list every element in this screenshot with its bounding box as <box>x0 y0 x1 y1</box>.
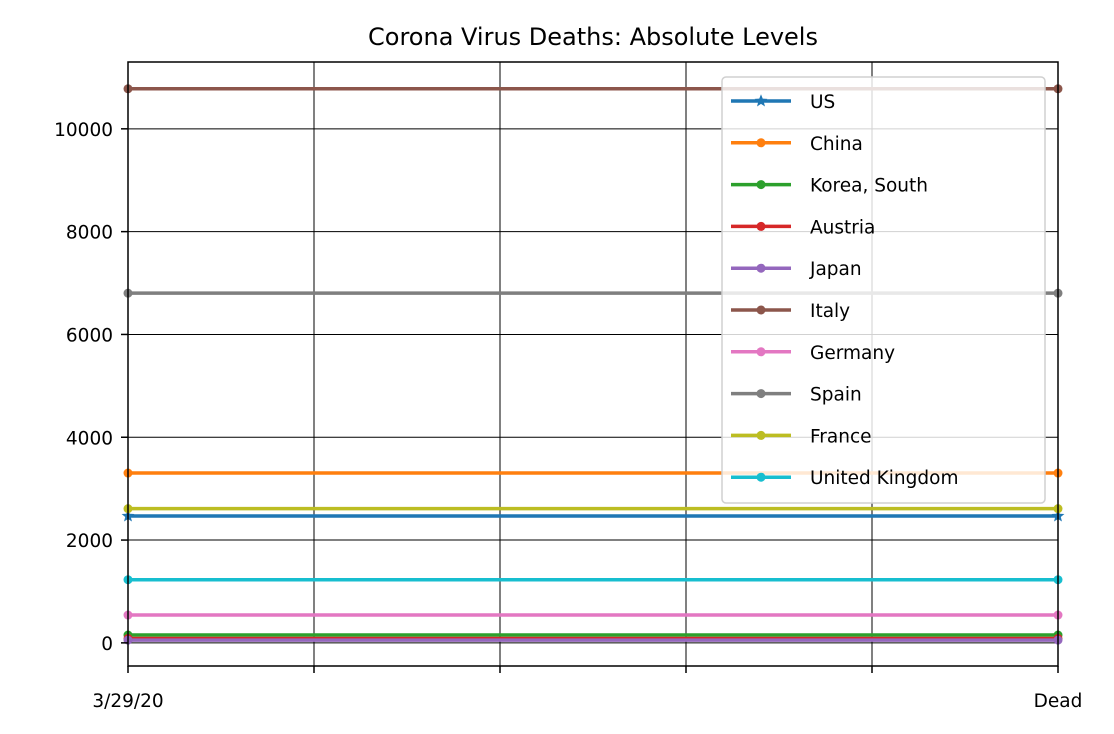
legend-label: Spain <box>810 385 862 406</box>
legend-label: US <box>810 92 835 113</box>
legend-item: Spain <box>731 385 862 406</box>
legend-label: Japan <box>809 259 862 280</box>
data-point-marker <box>756 180 766 190</box>
series-united-kingdom <box>123 575 1063 585</box>
x-tick-label: Dead <box>1034 691 1083 712</box>
legend-box <box>721 76 1046 504</box>
legend-label: Korea, South <box>810 176 928 197</box>
legend-item: China <box>731 134 863 155</box>
x-tick-label: 3/29/20 <box>92 691 163 712</box>
legend-label: United Kingdom <box>810 468 959 489</box>
y-tick-label: 4000 <box>66 428 113 449</box>
data-point-marker <box>756 305 766 315</box>
legend-label: Germany <box>810 343 895 364</box>
y-tick-label: 6000 <box>66 325 113 346</box>
grid <box>128 62 1058 666</box>
legend-label: France <box>810 426 872 447</box>
y-tick-label: 8000 <box>66 223 113 244</box>
data-point-marker <box>756 430 766 440</box>
y-tick-label: 2000 <box>66 531 113 552</box>
legend-label: Italy <box>810 301 850 322</box>
legend-item: Japan <box>731 259 862 280</box>
legend-item: Korea, South <box>731 176 928 197</box>
data-point-marker <box>756 389 766 399</box>
y-tick-label: 0 <box>101 634 113 655</box>
chart-title: Corona Virus Deaths: Absolute Levels <box>368 23 818 51</box>
tick-layer: 0 2000 4000 6000 8000 10000 3/29/20 Dead <box>54 120 1082 712</box>
y-tick-label: 10000 <box>54 120 113 141</box>
series-us <box>121 509 1065 522</box>
legend-item: Austria <box>731 217 875 238</box>
plot-frame <box>127 61 1059 667</box>
data-point-marker <box>756 138 766 148</box>
legend-item: France <box>731 426 872 447</box>
data-point-marker <box>756 263 766 273</box>
series-germany <box>123 610 1063 620</box>
data-point-marker <box>756 472 766 482</box>
legend-item: US <box>731 92 835 113</box>
legend-label: China <box>810 134 863 155</box>
legend: US China Korea, South Austria Japan Italy Germ… <box>721 76 1046 504</box>
legend-item: United Kingdom <box>731 468 959 489</box>
series-france <box>123 504 1063 514</box>
data-point-marker <box>756 347 766 357</box>
data-point-marker <box>754 94 768 107</box>
data-point-marker <box>756 221 766 231</box>
legend-label: Austria <box>810 217 875 238</box>
legend-item: Italy <box>731 301 850 322</box>
legend-item: Germany <box>731 343 895 364</box>
